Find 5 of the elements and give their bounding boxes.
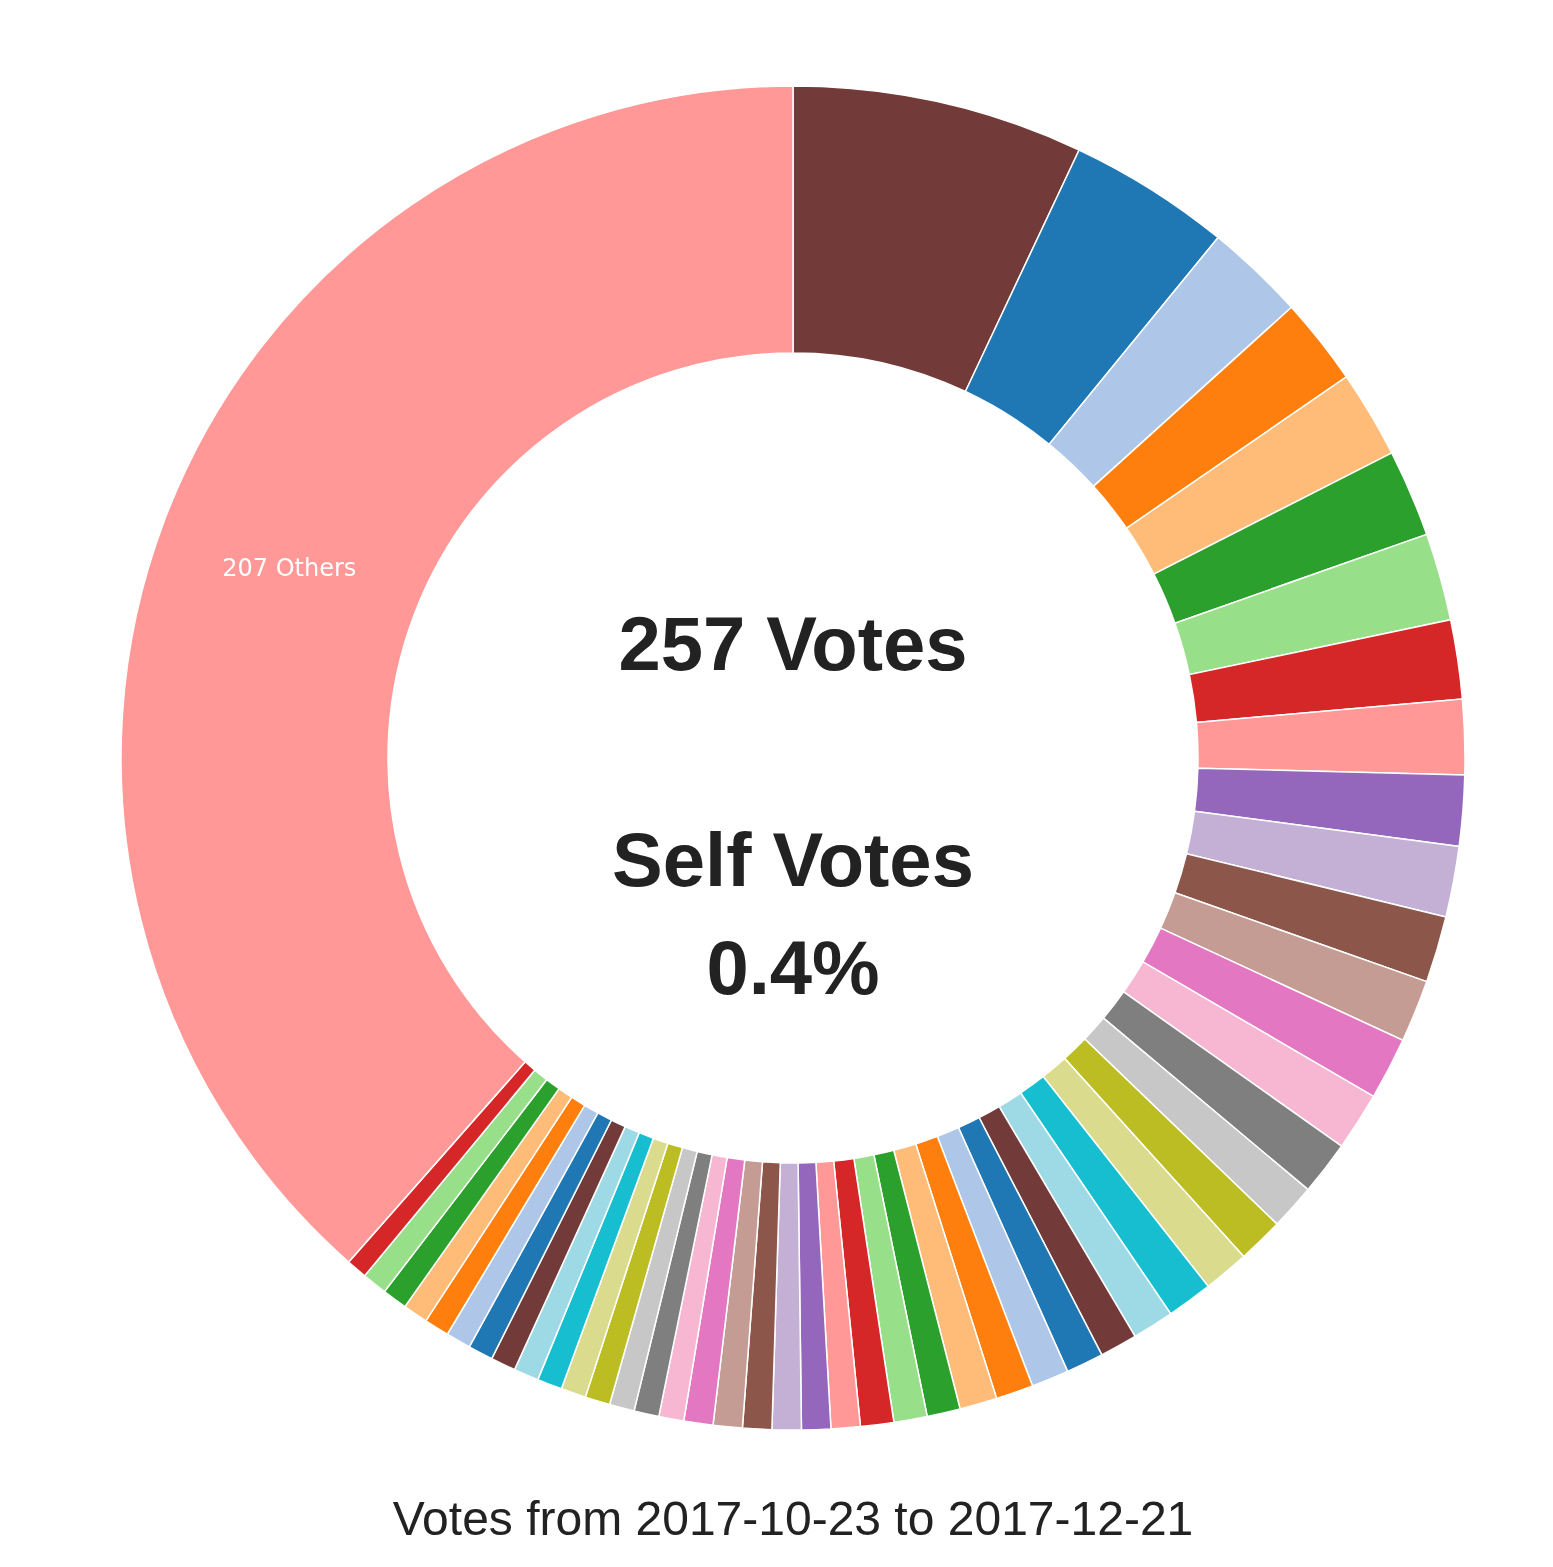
text: Self Votes: [612, 817, 974, 902]
text: 0.4%: [706, 925, 880, 1010]
text: Votes from 2017-10-23 to 2017-12-21: [392, 1492, 1194, 1545]
slice-label: 207 Others: [222, 554, 357, 583]
text: 257 Votes: [618, 601, 968, 686]
